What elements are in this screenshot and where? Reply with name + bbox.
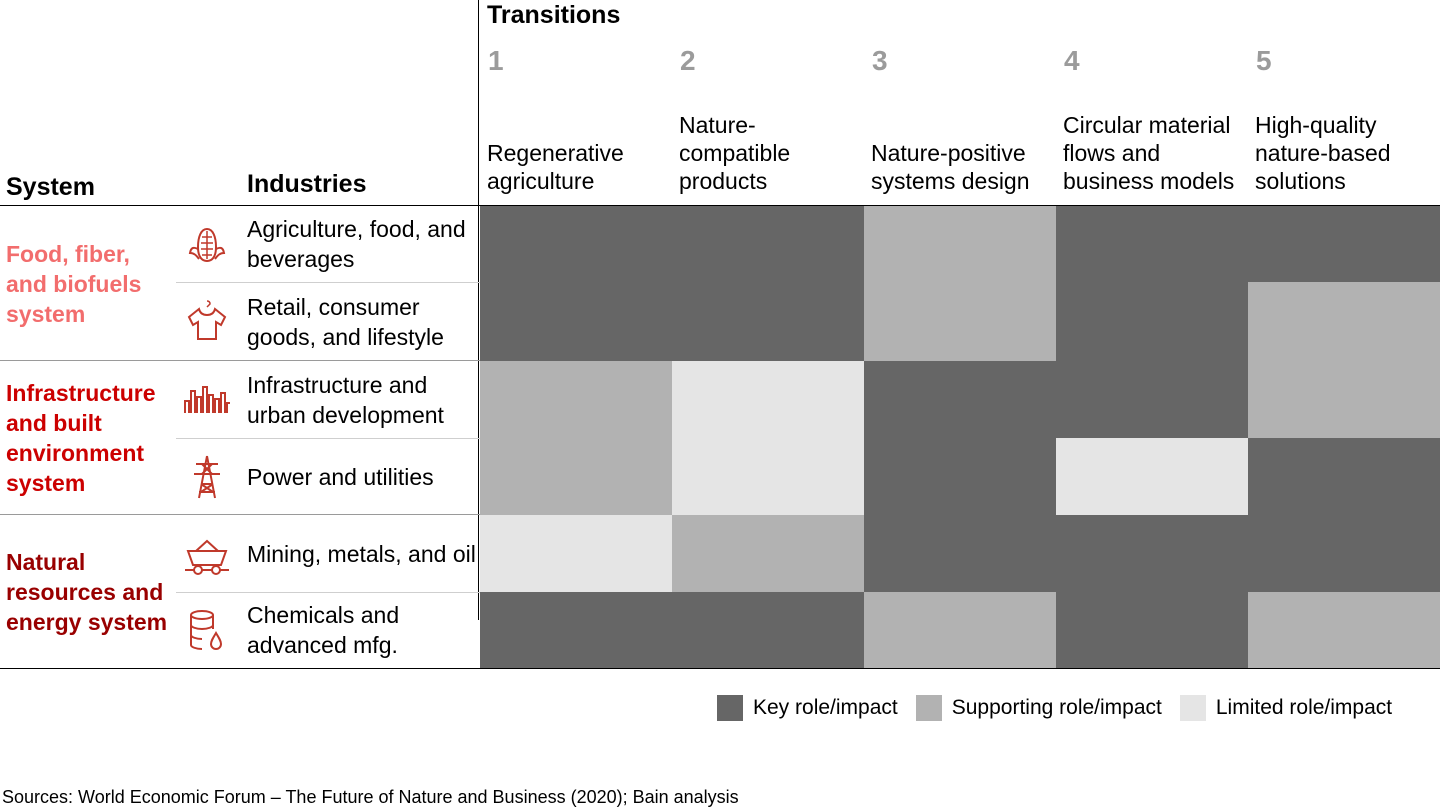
- transition-label-5: High-quality nature-based solutions: [1255, 112, 1391, 194]
- heatmap-cell: [480, 592, 672, 668]
- city-icon: [184, 385, 230, 413]
- heatmap-cell: [1248, 361, 1440, 438]
- transition-number-5: 5: [1256, 45, 1272, 76]
- industry-label: Power and utilities: [247, 463, 434, 490]
- legend-item-supporting: Supporting role/impact: [915, 695, 1162, 721]
- system-label-2: Infrastructure and built environment sys…: [6, 380, 156, 496]
- transition-label-1: Regenerative agriculture: [487, 140, 624, 194]
- legend-swatch: [717, 695, 743, 721]
- transition-number-1: 1: [488, 45, 504, 76]
- heatmap-cell: [1248, 282, 1440, 361]
- heatmap-cell: [480, 515, 672, 592]
- heatmap-cell: [864, 515, 1056, 592]
- heatmap-cell: [1056, 361, 1248, 438]
- system-label-1: Food, fiber, and biofuels system: [6, 240, 142, 327]
- chemical-barrel-icon: [190, 610, 223, 650]
- heatmap-cell: [1056, 206, 1248, 282]
- industries-header: Industries: [247, 170, 367, 198]
- heatmap-cell: [1056, 282, 1248, 361]
- industry-label: Mining, metals, and oil: [247, 540, 476, 567]
- system-separator: [0, 360, 480, 361]
- heatmap-cell: [1056, 592, 1248, 668]
- row-separator: [176, 592, 480, 593]
- transition-label-3: Nature-positive systems design: [871, 140, 1030, 194]
- heatmap-cell: [480, 438, 672, 515]
- mine-cart-icon: [185, 539, 229, 575]
- heatmap-cell: [672, 438, 864, 515]
- legend-label: Supporting role/impact: [951, 696, 1162, 719]
- system-header: System: [6, 173, 95, 201]
- transition-number-4: 4: [1064, 45, 1080, 76]
- legend: Key role/impact Supporting role/impact Lim…: [717, 695, 1392, 721]
- industry-label: Retail, consumer goods, and lifestyle: [247, 293, 444, 350]
- heatmap-cell: [1248, 206, 1440, 282]
- heatmap-cell: [672, 361, 864, 438]
- shirt-icon: [187, 299, 227, 340]
- heatmap-cell: [1056, 515, 1248, 592]
- system-label-3: Natural resources and energy system: [6, 548, 168, 635]
- heatmap-cell: [1248, 438, 1440, 515]
- heatmap-cell: [672, 282, 864, 361]
- corn-icon: [188, 227, 226, 263]
- legend-item-limited: Limited role/impact: [1179, 695, 1393, 721]
- legend-swatch: [1179, 695, 1206, 721]
- source-note: Sources: World Economic Forum – The Futu…: [2, 787, 739, 807]
- heatmap-cell: [864, 361, 1056, 438]
- heatmap-cell: [672, 515, 864, 592]
- heatmap-cell: [1056, 438, 1248, 515]
- industry-label: Chemicals and advanced mfg.: [247, 602, 400, 658]
- heatmap-cell: [480, 282, 672, 361]
- row-separator: [176, 282, 480, 283]
- heatmap-cell: [864, 206, 1056, 282]
- header-divider-line: [478, 0, 479, 620]
- table-bottom-line: [0, 668, 1440, 669]
- heatmap-cell: [1248, 592, 1440, 668]
- transition-number-2: 2: [680, 45, 696, 76]
- heatmap-cell: [864, 438, 1056, 515]
- heatmap-cell: [672, 206, 864, 282]
- header-bottom-line: [0, 205, 1440, 206]
- industry-label: Agriculture, food, and beverages: [247, 216, 466, 272]
- row-separator: [176, 438, 480, 439]
- chart-title: Transitions: [487, 1, 621, 29]
- heatmap-cell: [1248, 515, 1440, 592]
- legend-label: Key role/impact: [753, 696, 898, 719]
- heatmap-cell: [672, 592, 864, 668]
- heatmap-cell: [864, 592, 1056, 668]
- system-separator: [0, 514, 480, 515]
- transition-number-3: 3: [872, 45, 888, 76]
- legend-swatch: [915, 695, 942, 721]
- power-tower-icon: [194, 455, 220, 498]
- transition-label-4: Circular material flows and business mod…: [1063, 112, 1235, 194]
- heatmap-cell: [480, 206, 672, 282]
- heatmap-cell: [480, 361, 672, 438]
- industry-label: Infrastructure and urban development: [247, 371, 444, 428]
- heatmap-cell: [864, 282, 1056, 361]
- legend-label: Limited role/impact: [1215, 696, 1393, 719]
- transition-label-2: Nature-compatible products: [679, 112, 791, 194]
- legend-item-key: Key role/impact: [717, 695, 898, 721]
